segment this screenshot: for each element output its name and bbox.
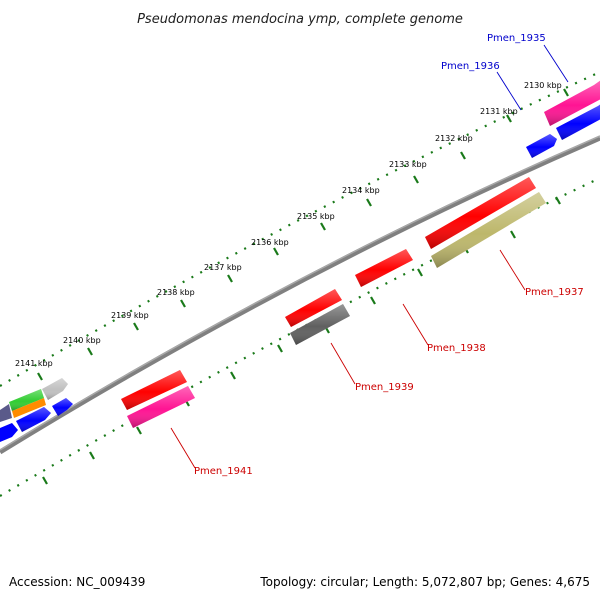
leader-pmen-1939 — [330, 342, 356, 385]
leader-pmen-1941 — [170, 427, 196, 469]
gene-light-gray-left[interactable] — [42, 378, 68, 400]
gene-pmen-1939[interactable] — [290, 304, 350, 345]
tick-label-2140: 2140 kbp — [63, 336, 101, 345]
leader-pmen-1935 — [543, 44, 569, 83]
gene-pmen-1937[interactable] — [431, 192, 546, 268]
leader-pmen-1936 — [496, 71, 522, 111]
gene-labels: Pmen_1935 Pmen_1936 Pmen_1937 Pmen_1938 … — [194, 33, 584, 477]
genome-summary-text: Topology: circular; Length: 5,072,807 bp… — [259, 575, 590, 589]
tick-label-2135: 2135 kbp — [297, 212, 335, 221]
gene-label-pmen-1935[interactable]: Pmen_1935 — [487, 33, 546, 44]
label-leaders — [170, 44, 569, 469]
tick-label-2131: 2131 kbp — [480, 107, 518, 116]
tick-label-2133: 2133 kbp — [389, 160, 427, 169]
map-title: Pseudomonas mendocina ymp, complete geno… — [137, 12, 463, 27]
gene-pmen-1935[interactable] — [544, 80, 600, 126]
tick-label-2137: 2137 kbp — [204, 263, 242, 272]
gene-label-pmen-1939[interactable]: Pmen_1939 — [355, 382, 414, 393]
gene-pmen-1938-upper[interactable] — [355, 249, 413, 287]
leader-pmen-1937 — [499, 249, 526, 291]
tick-label-2141: 2141 kbp — [15, 359, 53, 368]
gene-blue-left-3[interactable] — [0, 423, 18, 442]
gene-pmen-1939-upper[interactable] — [285, 289, 342, 327]
leader-pmen-1938 — [402, 303, 429, 346]
gene-pmen-1936[interactable] — [556, 104, 600, 140]
gene-slate-left[interactable] — [0, 404, 12, 422]
gene-blue-left-1[interactable] — [52, 398, 73, 416]
genome-backbone — [0, 135, 600, 455]
tick-label-2132: 2132 kbp — [435, 134, 473, 143]
gene-orange-left[interactable] — [12, 398, 46, 418]
tick-label-2134: 2134 kbp — [342, 186, 380, 195]
tick-label-2139: 2139 kbp — [111, 311, 149, 320]
gene-label-pmen-1936[interactable]: Pmen_1936 — [441, 61, 500, 72]
tick-label-2138: 2138 kbp — [157, 288, 195, 297]
gene-pmen-1937-upper[interactable] — [425, 177, 536, 249]
gene-pmen-1941-upper[interactable] — [121, 370, 187, 410]
gene-blue-left-2[interactable] — [16, 407, 51, 432]
outer-major-ticks — [37, 88, 569, 381]
tick-labels: 2130 kbp 2131 kbp 2132 kbp 2133 kbp 2134… — [15, 81, 562, 368]
gene-label-pmen-1941[interactable]: Pmen_1941 — [194, 466, 253, 477]
gene-label-pmen-1938[interactable]: Pmen_1938 — [427, 343, 486, 354]
gene-pmen-1941[interactable] — [127, 386, 195, 428]
gene-label-pmen-1937[interactable]: Pmen_1937 — [525, 287, 584, 298]
tick-label-2130: 2130 kbp — [524, 81, 562, 90]
outer-tick-track — [0, 71, 600, 387]
accession-text: Accession: NC_009439 — [9, 575, 145, 589]
tick-label-2136: 2136 kbp — [251, 238, 289, 247]
gene-green-left[interactable] — [9, 389, 44, 411]
gene-cluster-left — [0, 378, 73, 442]
gene-blue-2131[interactable] — [526, 134, 557, 158]
